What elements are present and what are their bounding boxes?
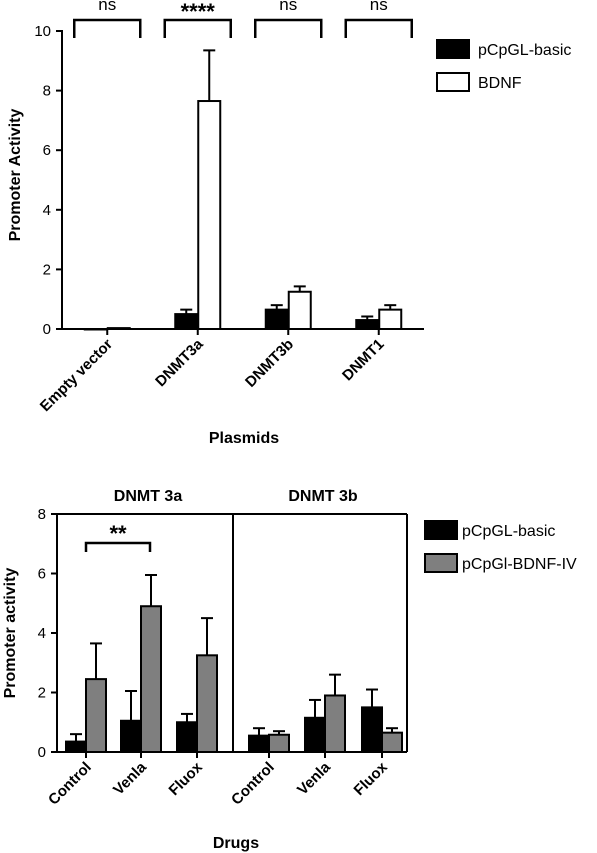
bar-pcpgl-basic	[65, 740, 87, 754]
y-tick-label: 6	[38, 566, 46, 583]
x-category-label: Control	[45, 759, 95, 809]
bar-pcpgl-basic	[355, 319, 380, 330]
legend-swatch	[424, 553, 458, 573]
y-axis-title: Promoter Activity	[7, 109, 24, 242]
bar-pcpgl-basic	[83, 328, 108, 331]
x-category-label: DNMT3a	[152, 335, 207, 390]
y-tick-label: 4	[38, 625, 46, 642]
bar-pcpgl-bdnf-iv	[268, 733, 290, 753]
y-tick-label: 6	[43, 142, 51, 159]
y-tick-label: 8	[38, 506, 46, 523]
bar-bdnf	[378, 308, 403, 331]
significance-label: ns	[279, 0, 297, 14]
x-category-label: Venla	[294, 758, 334, 798]
bar-pcpgl-bdnf-iv	[140, 605, 162, 753]
significance-label: ns	[370, 0, 388, 14]
panel-title: DNMT 3b	[288, 488, 358, 505]
bar-pcpgl-basic	[174, 313, 199, 331]
bar-pcpgl-basic	[248, 734, 270, 754]
significance-label: ns	[98, 0, 116, 14]
x-category-label: DNMT1	[339, 336, 388, 385]
significance-label: **	[109, 521, 127, 546]
y-tick-label: 2	[43, 261, 51, 278]
bar-pcpgl-basic	[361, 706, 383, 753]
bar-pcpgl-bdnf-iv	[324, 694, 346, 753]
y-tick-label: 4	[43, 202, 51, 219]
x-axis-title: Plasmids	[209, 430, 279, 447]
x-category-label: Empty vector	[37, 336, 116, 415]
y-tick-label: 0	[43, 321, 51, 338]
bar-pcpgl-basic	[120, 719, 142, 754]
x-category-label: Control	[228, 759, 278, 809]
significance-label: ****	[181, 0, 216, 24]
bar-pcpgl-bdnf-iv	[85, 678, 107, 753]
legend-swatch	[436, 39, 470, 59]
legend-label: BDNF	[478, 75, 522, 92]
x-category-label: Fluox	[166, 758, 207, 799]
bar-bdnf	[106, 327, 131, 330]
x-category-label: Fluox	[351, 758, 392, 799]
significance-bracket	[84, 541, 152, 552]
significance-bracket	[73, 18, 142, 38]
bar-pcpgl-bdnf-iv	[381, 731, 403, 753]
y-axis-title: Promoter activity	[2, 568, 19, 699]
legend-swatch	[424, 520, 458, 540]
legend-label: pCpGl-BDNF-IV	[462, 556, 577, 573]
bar-bdnf	[197, 100, 222, 330]
legend-label: pCpGL-basic	[478, 42, 571, 59]
bar-pcpgl-basic	[176, 721, 198, 753]
bar-pcpgl-basic	[264, 308, 289, 331]
x-category-label: DNMT3b	[242, 336, 297, 391]
x-category-label: Venla	[110, 758, 150, 798]
significance-bracket	[254, 18, 323, 38]
legend-label: pCpGL-basic	[462, 523, 555, 540]
bottom-bar-chart: 0 2 4 6 8 DNMT 3a DNMT 3b Control Venla Fluox Cont…	[2, 488, 577, 852]
panel-title: DNMT 3a	[114, 488, 183, 505]
significance-bracket	[163, 18, 232, 38]
y-tick-label: 2	[38, 685, 46, 702]
bar-bdnf	[287, 290, 312, 330]
y-tick-label: 10	[34, 23, 51, 40]
legend-swatch	[436, 72, 470, 92]
significance-bracket	[344, 18, 413, 38]
bar-pcpgl-bdnf-iv	[196, 654, 218, 753]
y-tick-label: 0	[38, 744, 46, 761]
top-bar-chart: 0 2 4 6 8 10 Empty vector ns DNMT3a **** DNMT3b ns D…	[7, 0, 571, 447]
y-tick-label: 8	[43, 83, 51, 100]
x-axis-title: Drugs	[213, 835, 259, 852]
bar-pcpgl-basic	[304, 716, 326, 753]
